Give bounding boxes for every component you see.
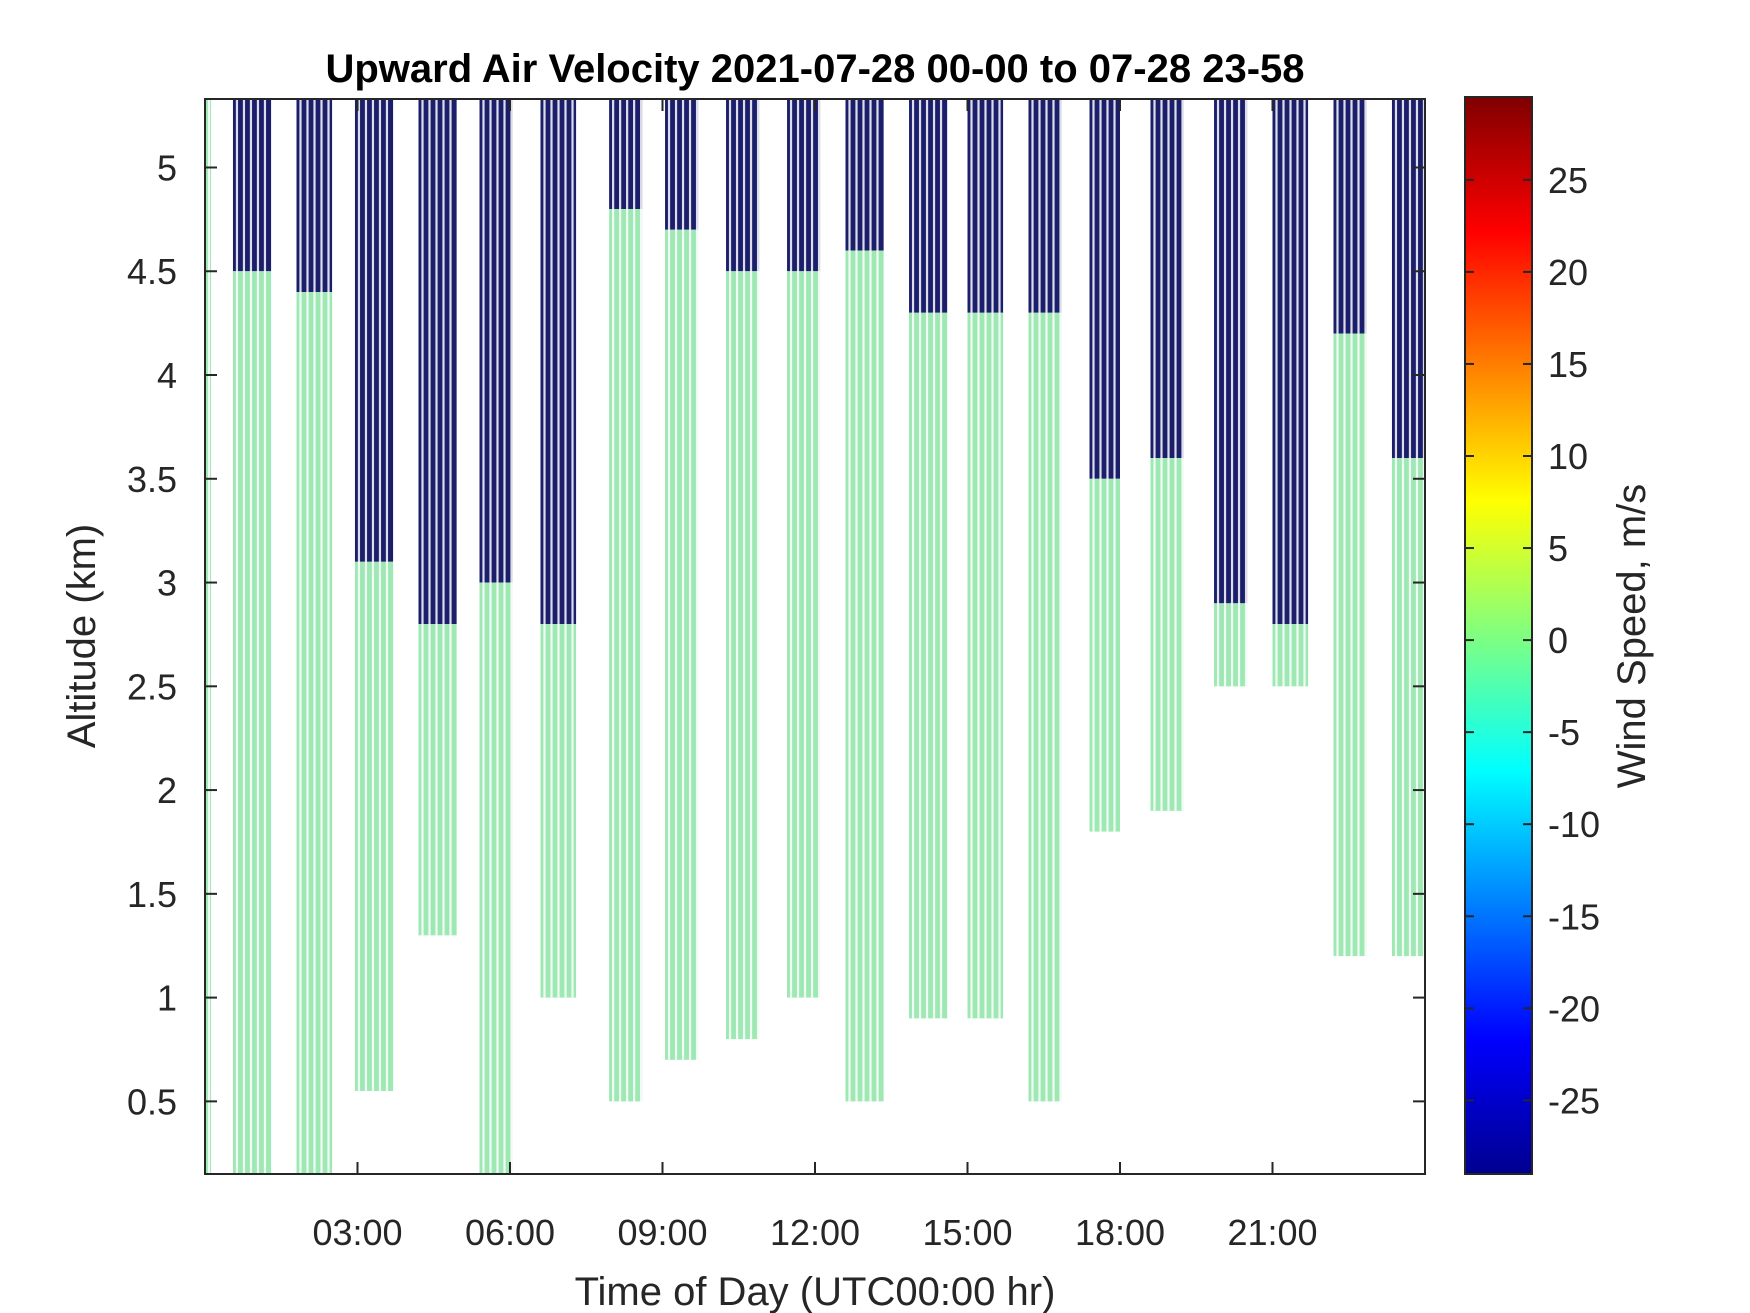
colorbar-tick-label: 15 xyxy=(1548,344,1588,385)
velocity-band xyxy=(1028,312,1062,1102)
x-tick-label: 12:00 xyxy=(770,1212,860,1253)
profile-segment xyxy=(354,99,394,1091)
colorbar-tick-label: 0 xyxy=(1548,620,1568,661)
chart-title: Upward Air Velocity 2021-07-28 00-00 to … xyxy=(325,47,1304,91)
high-altitude-band xyxy=(1333,99,1367,334)
velocity-band xyxy=(1214,603,1248,687)
velocity-band xyxy=(787,271,821,998)
velocity-band xyxy=(1150,458,1184,811)
colorbar xyxy=(1464,96,1533,1175)
y-tick-label: 1.5 xyxy=(127,874,177,915)
x-tick-label: 06:00 xyxy=(465,1212,555,1253)
x-tick-label: 15:00 xyxy=(922,1212,1012,1253)
profile-segment xyxy=(665,99,699,1060)
profile-segment xyxy=(418,99,457,936)
velocity-band xyxy=(609,208,643,1102)
colorbar-tick-label: 5 xyxy=(1548,528,1568,569)
colorbar-tick-label: 20 xyxy=(1548,252,1588,293)
profile-segment xyxy=(1214,99,1248,687)
y-tick-label: 3.5 xyxy=(127,459,177,500)
profile-segment xyxy=(1272,99,1309,687)
high-altitude-band xyxy=(726,99,760,272)
velocity-band xyxy=(479,582,513,1174)
y-tick-label: 1 xyxy=(157,978,177,1019)
profile-segment xyxy=(1089,99,1120,832)
high-altitude-band xyxy=(1214,99,1248,604)
colorbar-tick-label: 25 xyxy=(1548,160,1588,201)
colorbar-axis: 25 20 15 10 5 0 -5 -10 -15 -20 -25 xyxy=(1465,160,1600,1121)
profile-segment xyxy=(609,99,643,1102)
profile-segment xyxy=(205,99,212,1174)
x-axis: 03:00 06:00 09:00 12:00 15:00 18:00 21:00 xyxy=(312,99,1318,1253)
x-tick-label: 18:00 xyxy=(1075,1212,1165,1253)
velocity-band xyxy=(726,271,760,1040)
y-axis: 0.5 1 1.5 2 2.5 3 3.5 4 4.5 5 xyxy=(127,147,1425,1122)
y-axis-label: Altitude (km) xyxy=(60,524,104,749)
high-altitude-band xyxy=(787,99,821,272)
colorbar-tick-label: -20 xyxy=(1548,988,1600,1029)
profile-segment xyxy=(787,99,821,998)
profile-segment xyxy=(1391,99,1425,957)
profile-segment xyxy=(540,99,577,998)
profile-segment xyxy=(232,99,272,1174)
colorbar-label: Wind Speed, m/s xyxy=(1610,484,1654,789)
profile-segment xyxy=(1150,99,1184,811)
colorbar-tick-label: -10 xyxy=(1548,804,1600,845)
plot-area xyxy=(205,99,1425,1174)
high-altitude-band xyxy=(1150,99,1184,459)
velocity-band xyxy=(1391,458,1425,957)
x-tick-label: 09:00 xyxy=(617,1212,707,1253)
y-tick-label: 0.5 xyxy=(127,1081,177,1122)
high-altitude-band xyxy=(1391,99,1425,459)
y-tick-label: 2 xyxy=(157,770,177,811)
colorbar-tick-label: -5 xyxy=(1548,712,1580,753)
velocity-band xyxy=(665,229,699,1060)
high-altitude-band xyxy=(479,99,513,583)
profile-segment xyxy=(845,99,884,1102)
profile-segment xyxy=(909,99,948,1019)
profile-segment xyxy=(479,99,513,1174)
x-tick-label: 21:00 xyxy=(1227,1212,1317,1253)
y-tick-label: 5 xyxy=(157,147,177,188)
x-axis-label: Time of Day (UTC00:00 hr) xyxy=(575,1270,1056,1313)
profile-segment xyxy=(967,99,1004,1019)
velocity-band xyxy=(1333,333,1367,957)
high-altitude-band xyxy=(609,99,643,209)
profile-segment xyxy=(726,99,760,1040)
y-tick-label: 2.5 xyxy=(127,666,177,707)
colorbar-tick-label: 10 xyxy=(1548,436,1588,477)
y-tick-label: 4 xyxy=(157,355,177,396)
x-tick-label: 03:00 xyxy=(312,1212,402,1253)
colorbar-tick-label: -15 xyxy=(1548,896,1600,937)
high-altitude-band xyxy=(1028,99,1062,313)
y-tick-label: 4.5 xyxy=(127,251,177,292)
profile-segment xyxy=(1333,99,1367,957)
colorbar-tick-label: -25 xyxy=(1548,1080,1600,1121)
high-altitude-band xyxy=(665,99,699,230)
profile-segment xyxy=(296,99,333,1174)
y-tick-label: 3 xyxy=(157,563,177,604)
profile-segment xyxy=(1028,99,1062,1102)
